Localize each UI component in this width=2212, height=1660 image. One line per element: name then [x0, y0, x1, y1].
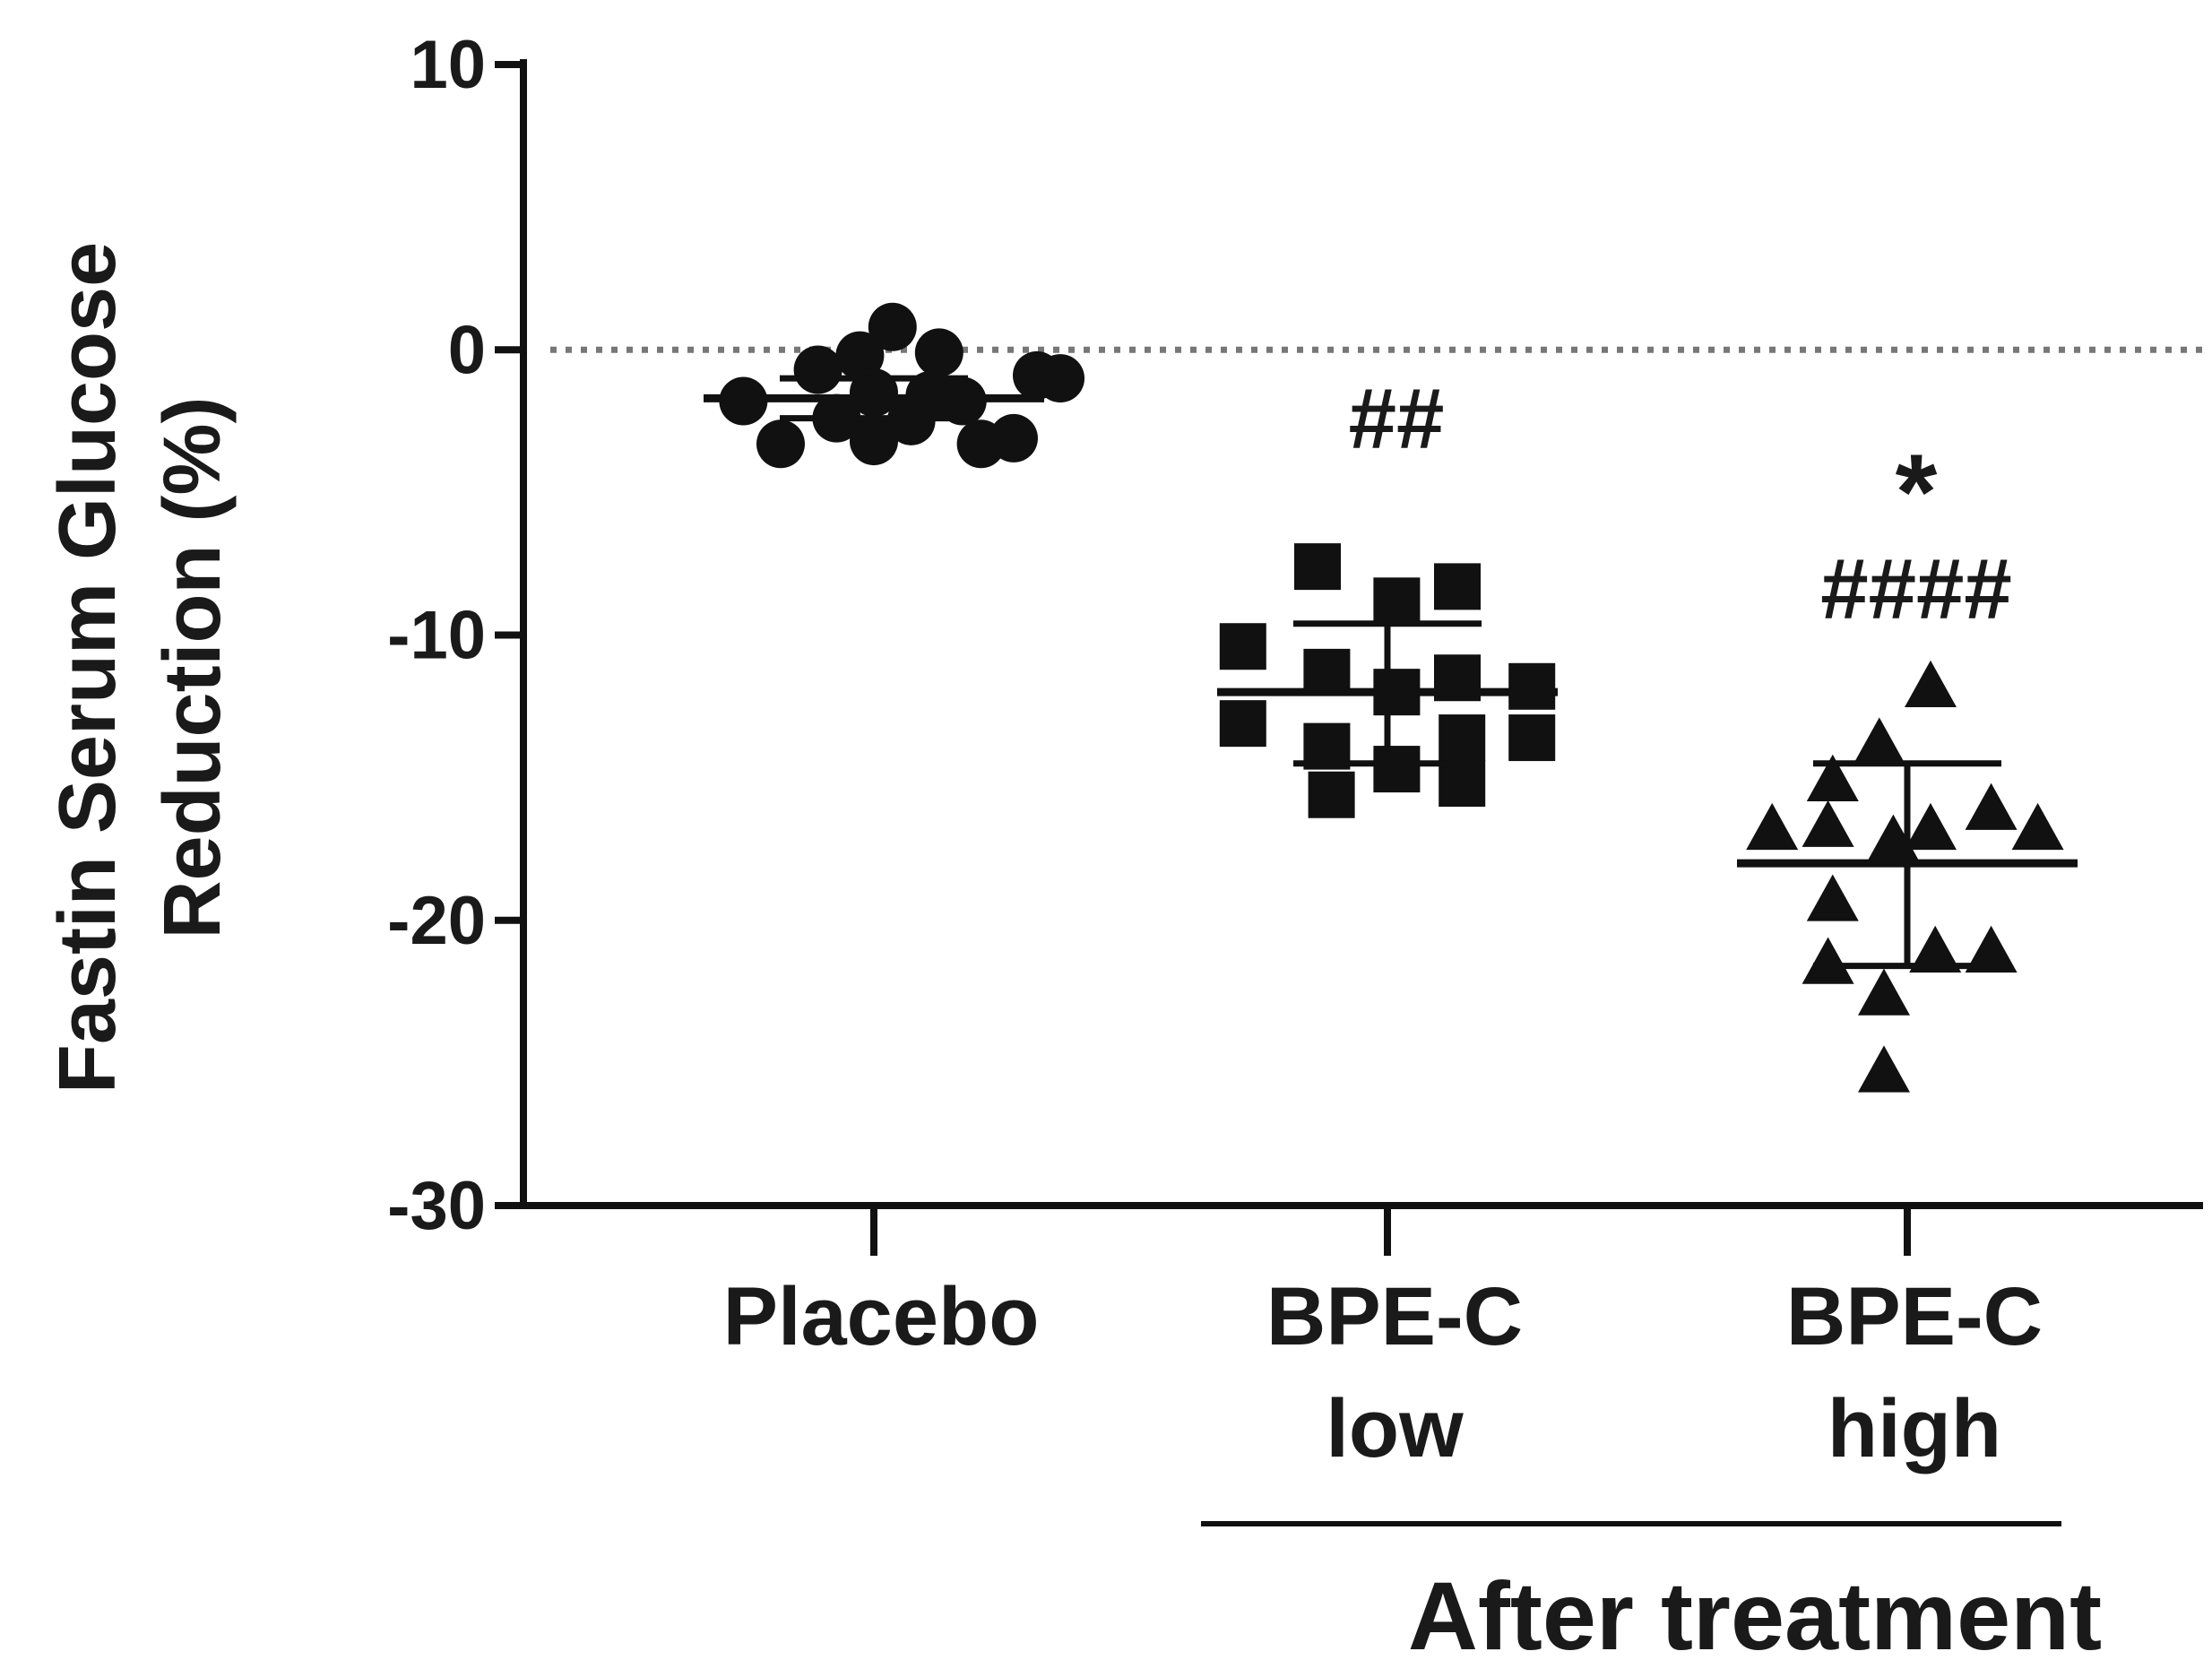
data-point-triangle	[1853, 717, 1905, 765]
data-point-square	[1373, 746, 1421, 793]
data-point-triangle	[1965, 782, 2018, 830]
error-bars	[704, 375, 2078, 970]
data-point-square	[1373, 577, 1421, 625]
data-point-triangle	[1746, 802, 1799, 851]
y-tick-label: -30	[387, 1168, 486, 1244]
data-point-square	[1294, 543, 1341, 591]
data-point-circle	[989, 413, 1038, 463]
data-point-circle	[914, 328, 963, 377]
data-point-square	[1508, 662, 1556, 710]
data-point-triangle	[1802, 937, 1854, 984]
data-point-circle	[850, 417, 898, 466]
data-point-circle	[835, 331, 885, 380]
treatment-bracket: After treatment	[1201, 1521, 2102, 1660]
data-point-triangle	[1909, 925, 1962, 973]
bracket-label: After treatment	[1408, 1561, 2102, 1660]
data-point-triangle	[1905, 660, 1957, 707]
x-tick-label: low	[1326, 1383, 1464, 1474]
x-tick-label: BPE-C	[1266, 1271, 1523, 1362]
data-point-triangle	[2011, 802, 2064, 851]
data-point-triangle	[1858, 1045, 1910, 1093]
data-point-triangle	[1965, 925, 2018, 973]
x-tick-label: high	[1827, 1383, 2001, 1474]
data-point-square	[1219, 623, 1266, 670]
data-point-circle	[1036, 354, 1084, 403]
data-point-square	[1303, 648, 1351, 696]
data-point-square	[1308, 771, 1355, 818]
y-tick-label: 10	[410, 27, 486, 103]
data-point-square	[1439, 714, 1486, 762]
y-axis-label: Fastin Serum Glucose Reduction (%)	[43, 242, 238, 1094]
y-tick-label: -10	[387, 598, 486, 674]
significance-mark: ####	[1820, 541, 2012, 637]
data-point-circle	[868, 302, 917, 351]
data-point-triangle	[1806, 874, 1859, 921]
significance-annotations: ## *####	[1349, 371, 2012, 637]
significance-mark: *	[1896, 432, 1938, 552]
y-axis-label-line: Reduction (%)	[148, 397, 238, 939]
x-tick-label: Placebo	[723, 1271, 1040, 1362]
data-point-circle	[756, 419, 805, 469]
data-point-triangle	[1806, 754, 1859, 802]
data-point-square	[1219, 700, 1266, 748]
significance-mark: ##	[1349, 371, 1445, 467]
data-point-triangle	[1905, 802, 1957, 851]
y-tick-label: -20	[387, 883, 486, 959]
x-tick-label: BPE-C	[1786, 1271, 2043, 1362]
y-axis-label-line: Fastin Serum Glucose	[43, 242, 133, 1094]
data-point-square	[1434, 563, 1481, 610]
data-point-square	[1508, 714, 1556, 762]
y-axis-ticks: 10 0 -10 -20 -30	[387, 27, 523, 1244]
data-point-triangle	[1802, 800, 1854, 847]
y-tick-label: 0	[448, 312, 486, 388]
data-point-circle	[793, 345, 842, 394]
x-axis-ticks: Placebo BPE-C low BPE-C high	[723, 1206, 2043, 1474]
data-point-square	[1439, 759, 1486, 807]
data-point-triangle	[1858, 968, 1910, 1016]
